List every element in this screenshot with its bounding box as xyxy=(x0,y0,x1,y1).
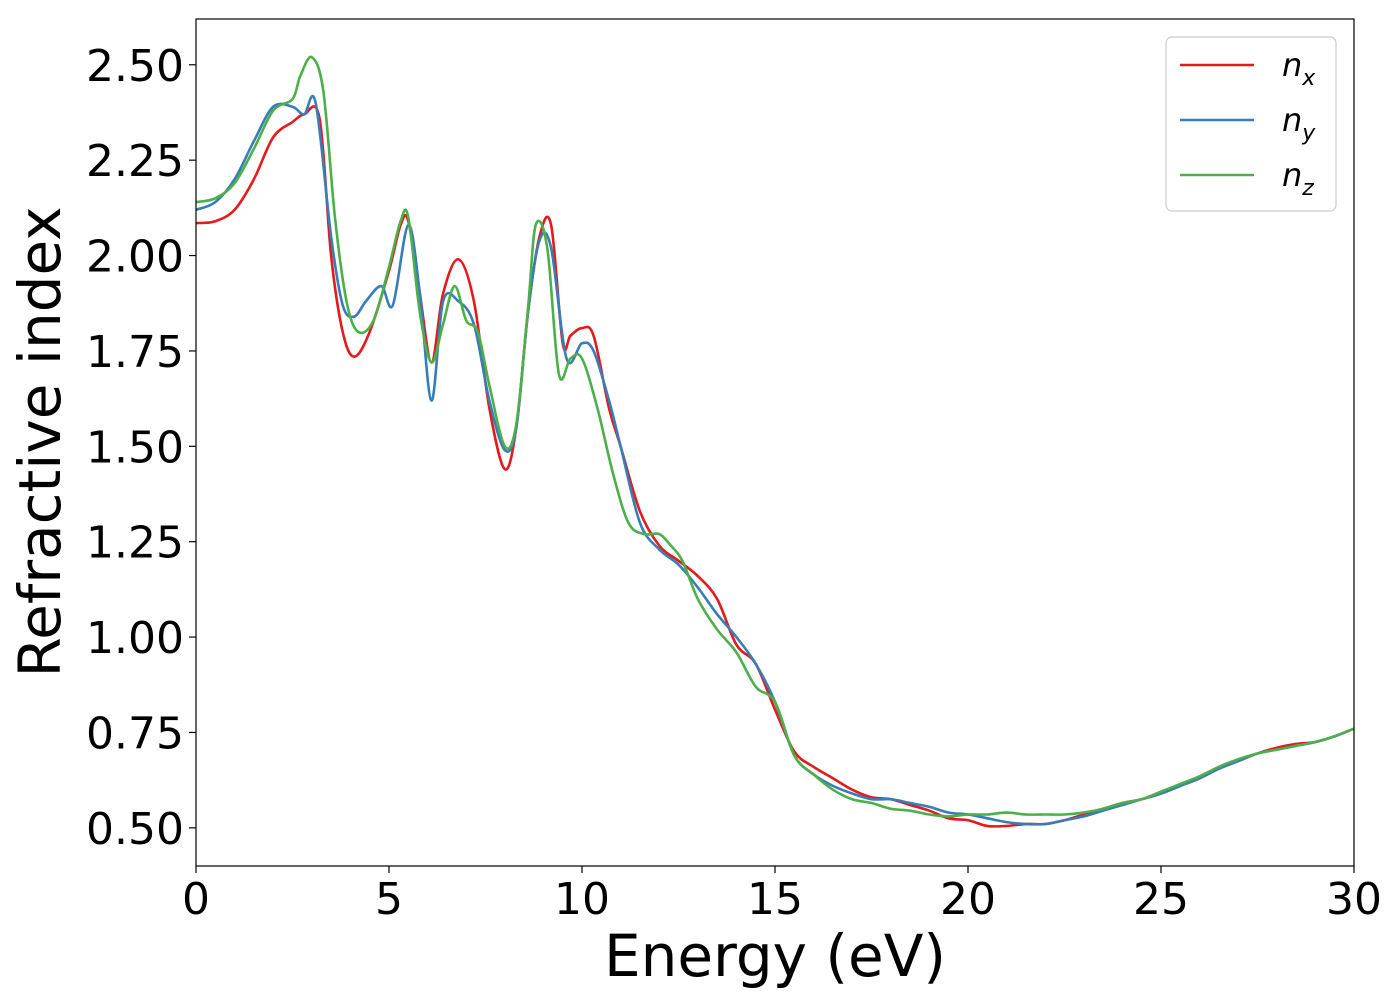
x-tick-label: 30 xyxy=(1326,874,1382,925)
y-tick-label: 1.75 xyxy=(86,327,184,378)
x-axis-label: Energy (eV) xyxy=(604,922,946,990)
y-tick-label: 1.25 xyxy=(86,518,184,569)
series-line-x xyxy=(196,105,1354,828)
series-line-y xyxy=(196,94,1354,826)
y-axis-ticks: 0.50 0.75 1.00 1.25 1.50 1.75 2.00 2.25 2.50 xyxy=(86,41,196,855)
y-tick-label: 2.00 xyxy=(86,232,184,283)
legend-label-z: nz xyxy=(1282,156,1314,201)
x-tick-label: 5 xyxy=(375,874,403,925)
series-line-z xyxy=(196,55,1354,818)
y-tick-label: 0.50 xyxy=(86,804,184,855)
legend-label-y: ny xyxy=(1282,101,1316,146)
x-tick-label: 0 xyxy=(182,874,210,925)
y-tick-label: 2.25 xyxy=(86,136,184,187)
y-tick-label: 1.50 xyxy=(86,422,184,473)
x-axis-ticks: 0 5 10 15 20 25 30 xyxy=(182,866,1382,925)
y-tick-label: 1.00 xyxy=(86,613,184,664)
y-axis-label: Refractive index xyxy=(6,206,74,677)
x-tick-label: 10 xyxy=(554,874,610,925)
x-tick-label: 20 xyxy=(940,874,996,925)
legend-box xyxy=(1165,36,1337,212)
x-tick-label: 25 xyxy=(1133,874,1189,925)
x-tick-label: 15 xyxy=(747,874,803,925)
legend-label-x: nx xyxy=(1282,46,1316,91)
y-tick-label: 0.75 xyxy=(86,708,184,759)
y-tick-label: 2.50 xyxy=(86,41,184,92)
legend: nx ny nz xyxy=(1165,36,1337,212)
series-layer xyxy=(196,55,1354,828)
